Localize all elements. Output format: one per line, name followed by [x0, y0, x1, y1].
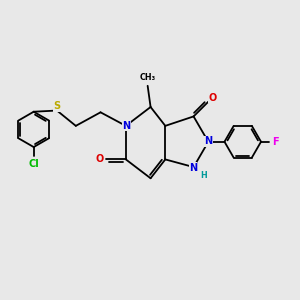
Text: CH₃: CH₃ [140, 73, 156, 82]
Text: N: N [122, 121, 130, 130]
Text: N: N [205, 136, 213, 146]
Text: Cl: Cl [28, 159, 39, 169]
Text: O: O [208, 93, 217, 103]
Text: F: F [272, 137, 279, 147]
Text: N: N [189, 163, 197, 173]
Text: H: H [200, 171, 207, 180]
Text: S: S [53, 101, 61, 111]
Text: O: O [96, 154, 104, 164]
